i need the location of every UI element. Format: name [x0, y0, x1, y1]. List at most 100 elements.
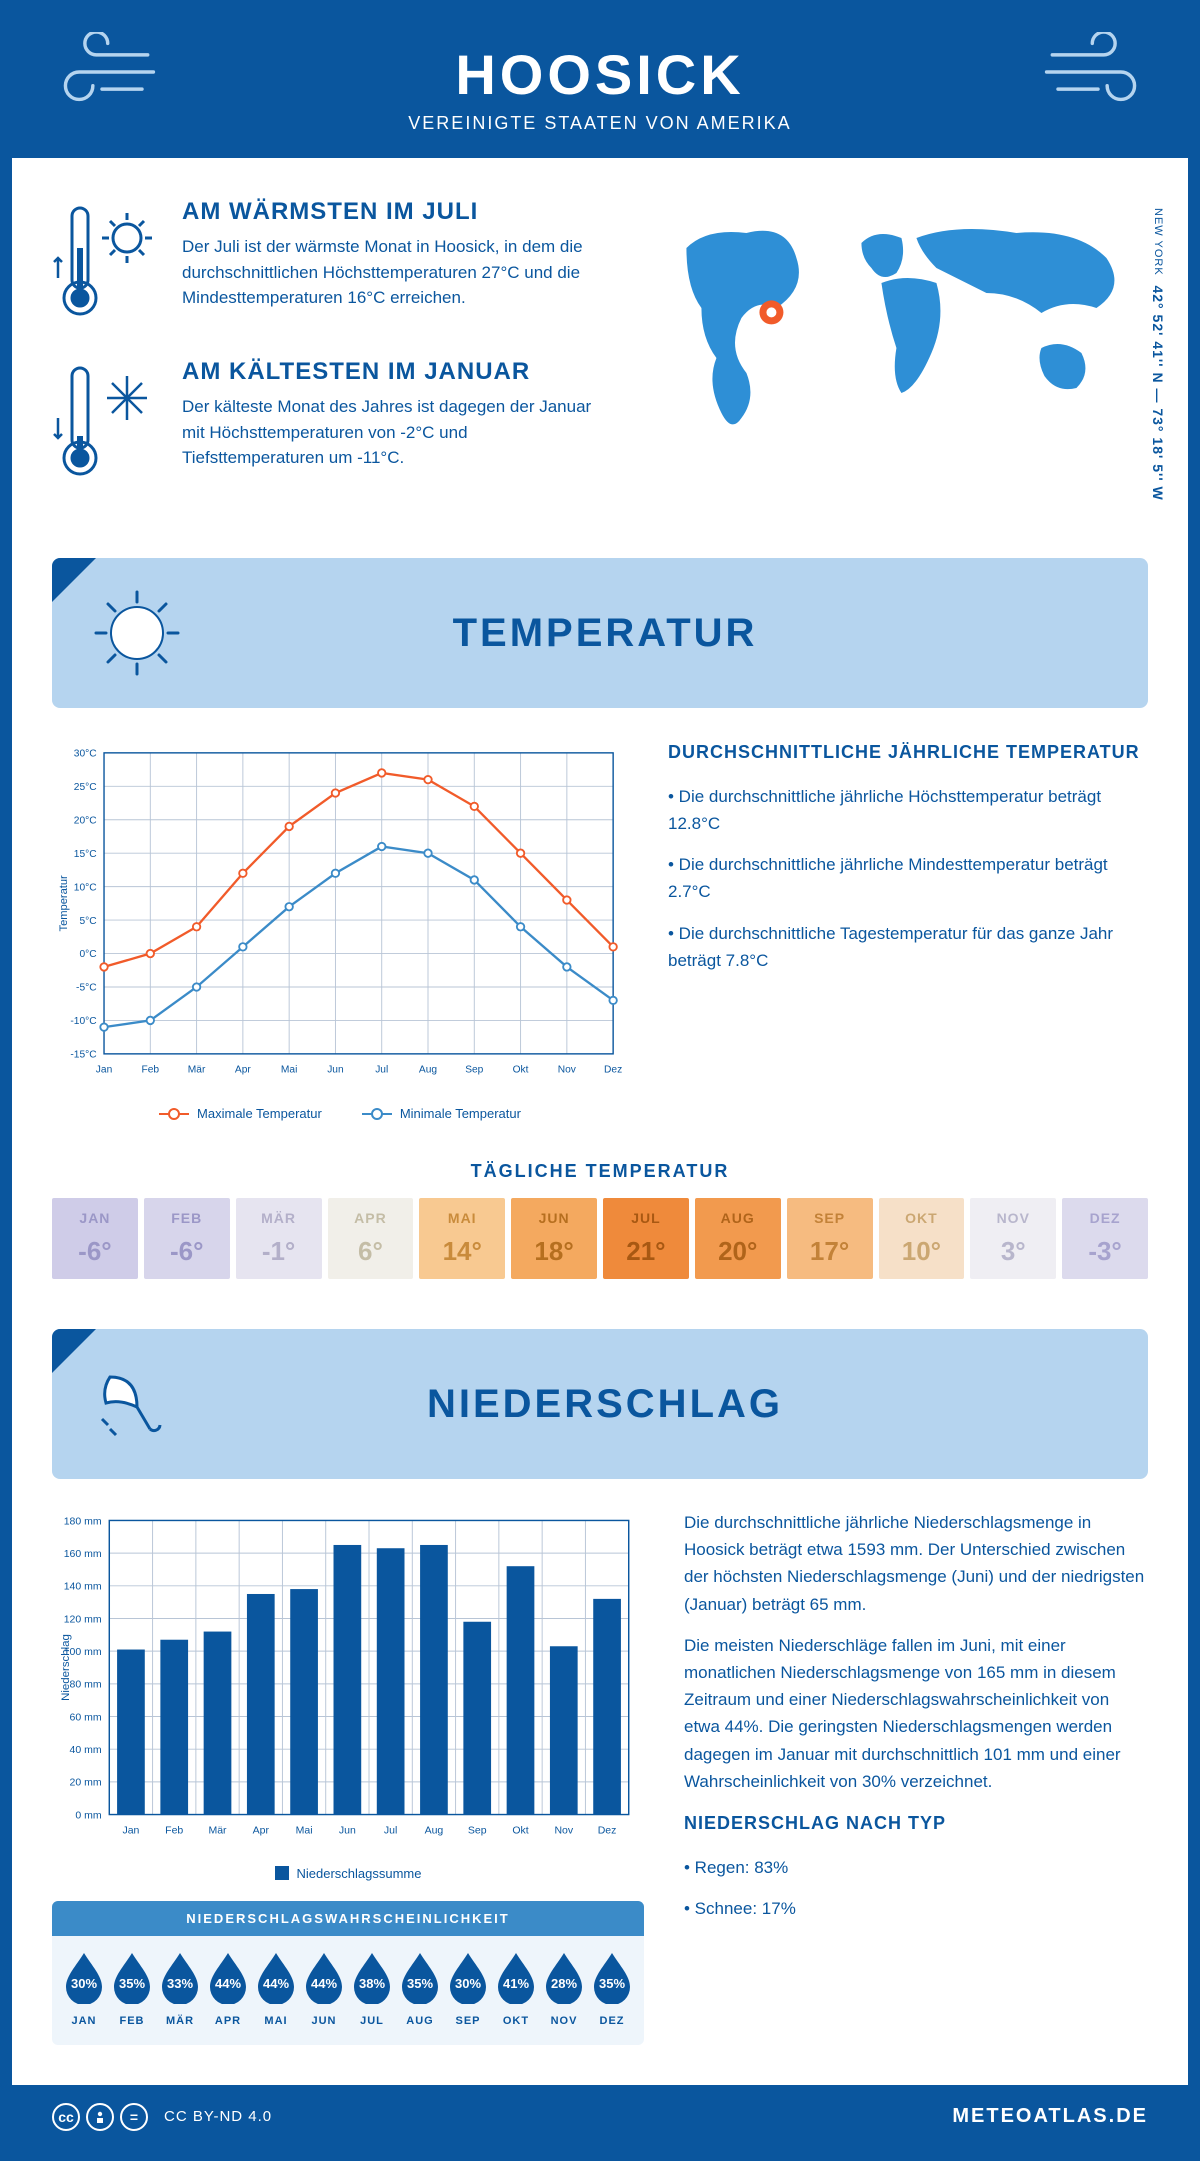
svg-text:Mär: Mär: [208, 1825, 227, 1837]
cold-title: AM KÄLTESTEN IM JANUAR: [182, 358, 605, 386]
cold-text: Der kälteste Monat des Jahres ist dagege…: [182, 394, 605, 471]
precip-prob-cell: 35% AUG: [398, 1950, 442, 2027]
svg-text:180 mm: 180 mm: [64, 1515, 102, 1527]
world-map-wrap: NEW YORK 42° 52' 41'' N — 73° 18' 5'' W: [645, 198, 1148, 518]
temp-bullet: • Die durchschnittliche Tagestemperatur …: [668, 920, 1148, 974]
precip-chart: 0 mm20 mm40 mm60 mm80 mm100 mm120 mm140 …: [52, 1509, 644, 2045]
svg-text:25°C: 25°C: [74, 782, 97, 793]
svg-text:160 mm: 160 mm: [64, 1548, 102, 1560]
svg-text:20°C: 20°C: [74, 815, 97, 826]
daily-temp-cell: JUL21°: [603, 1198, 689, 1279]
svg-text:38%: 38%: [359, 1976, 385, 1991]
svg-text:30%: 30%: [71, 1976, 97, 1991]
svg-text:41%: 41%: [503, 1976, 529, 1991]
svg-text:Okt: Okt: [513, 1064, 529, 1075]
daily-temp-cell: JUN18°: [511, 1198, 597, 1279]
wind-icon-left: [42, 32, 162, 112]
temperature-banner: TEMPERATUR: [52, 558, 1148, 708]
precip-prob-cell: 41% OKT: [494, 1950, 538, 2027]
svg-text:60 mm: 60 mm: [70, 1711, 102, 1723]
precip-prob-cell: 38% JUL: [350, 1950, 394, 2027]
page-subtitle: VEREINIGTE STAATEN VON AMERIKA: [32, 113, 1168, 134]
svg-text:Dez: Dez: [598, 1825, 617, 1837]
license-text: CC BY-ND 4.0: [164, 2108, 272, 2125]
temperature-legend: #leg-max::after{border-color:#f15b2a}Max…: [52, 1106, 628, 1121]
header: HOOSICK VEREINIGTE STAATEN VON AMERIKA: [12, 12, 1188, 158]
svg-text:35%: 35%: [407, 1976, 433, 1991]
thermometer-hot-icon: [52, 198, 162, 328]
svg-text:44%: 44%: [311, 1976, 337, 1991]
svg-text:Dez: Dez: [604, 1064, 622, 1075]
svg-text:5°C: 5°C: [79, 916, 96, 927]
svg-text:33%: 33%: [167, 1976, 193, 1991]
svg-text:Mär: Mär: [188, 1064, 206, 1075]
daily-temp-cell: AUG20°: [695, 1198, 781, 1279]
svg-text:140 mm: 140 mm: [64, 1581, 102, 1593]
warm-title: AM WÄRMSTEN IM JULI: [182, 198, 605, 226]
svg-text:28%: 28%: [551, 1976, 577, 1991]
precip-prob-cell: 35% DEZ: [590, 1950, 634, 2027]
page-title: HOOSICK: [32, 42, 1168, 107]
svg-text:Jun: Jun: [327, 1064, 344, 1075]
daily-temp-title: TÄGLICHE TEMPERATUR: [52, 1161, 1148, 1182]
daily-temp-cell: FEB-6°: [144, 1198, 230, 1279]
svg-text:Apr: Apr: [253, 1825, 270, 1837]
daily-temp-cell: MAI14°: [419, 1198, 505, 1279]
footer-brand: METEOATLAS.DE: [952, 2105, 1148, 2128]
temp-summary: AM WÄRMSTEN IM JULI Der Juli ist der wär…: [52, 198, 605, 518]
precip-prob-cell: 30% SEP: [446, 1950, 490, 2027]
precip-prob-cell: 28% NOV: [542, 1950, 586, 2027]
map-marker-icon: [760, 300, 784, 324]
svg-text:Jan: Jan: [122, 1825, 139, 1837]
svg-text:40 mm: 40 mm: [70, 1744, 102, 1756]
temperature-side-text: DURCHSCHNITTLICHE JÄHRLICHE TEMPERATUR •…: [668, 738, 1148, 1121]
svg-text:10°C: 10°C: [74, 882, 97, 893]
svg-text:Okt: Okt: [512, 1825, 528, 1837]
wind-icon-right: [1038, 32, 1158, 112]
svg-text:120 mm: 120 mm: [64, 1613, 102, 1625]
content: AM WÄRMSTEN IM JULI Der Juli ist der wär…: [12, 158, 1188, 2045]
daily-temp-cell: APR6°: [328, 1198, 414, 1279]
svg-text:44%: 44%: [263, 1976, 289, 1991]
svg-text:-5°C: -5°C: [76, 983, 97, 994]
daily-temp-cell: JAN-6°: [52, 1198, 138, 1279]
precip-prob-cell: 30% JAN: [62, 1950, 106, 2027]
svg-text:Feb: Feb: [165, 1825, 183, 1837]
svg-text:Nov: Nov: [558, 1064, 577, 1075]
svg-text:Jul: Jul: [384, 1825, 397, 1837]
svg-text:-15°C: -15°C: [70, 1050, 96, 1061]
precip-prob-cell: 44% APR: [206, 1950, 250, 2027]
temp-bullet: • Die durchschnittliche jährliche Höchst…: [668, 783, 1148, 837]
footer: cc = CC BY-ND 4.0 METEOATLAS.DE: [12, 2085, 1188, 2149]
svg-text:Aug: Aug: [419, 1064, 437, 1075]
svg-text:35%: 35%: [599, 1976, 625, 1991]
daily-temp-cell: OKT10°: [879, 1198, 965, 1279]
daily-temp-cell: DEZ-3°: [1062, 1198, 1148, 1279]
page-frame: HOOSICK VEREINIGTE STAATEN VON AMERIKA A…: [0, 0, 1200, 2161]
precip-prob-cell: 44% JUN: [302, 1950, 346, 2027]
daily-temp-cell: MÄR-1°: [236, 1198, 322, 1279]
precip-heading: NIEDERSCHLAG: [222, 1382, 988, 1427]
thermometer-cold-icon: [52, 358, 162, 488]
svg-text:Niederschlag: Niederschlag: [60, 1634, 72, 1701]
warm-text: Der Juli ist der wärmste Monat in Hoosic…: [182, 234, 605, 311]
svg-text:Nov: Nov: [554, 1825, 573, 1837]
precip-type-line: • Schnee: 17%: [684, 1895, 1148, 1922]
svg-text:Temperatur: Temperatur: [58, 875, 70, 932]
svg-text:35%: 35%: [119, 1976, 145, 1991]
by-icon: [86, 2103, 114, 2131]
svg-text:15°C: 15°C: [74, 849, 97, 860]
temperature-heading: TEMPERATUR: [222, 611, 988, 656]
cc-icon: cc: [52, 2103, 80, 2131]
svg-text:Aug: Aug: [425, 1825, 444, 1837]
svg-text:80 mm: 80 mm: [70, 1679, 102, 1691]
svg-text:0°C: 0°C: [79, 949, 96, 960]
precip-probability-box: NIEDERSCHLAGSWAHRSCHEINLICHKEIT 30% JAN …: [52, 1901, 644, 2045]
precip-prob-cell: 44% MAI: [254, 1950, 298, 2027]
umbrella-icon: [92, 1359, 182, 1449]
world-map-icon: [645, 198, 1148, 458]
svg-text:44%: 44%: [215, 1976, 241, 1991]
precip-side-text: Die durchschnittliche jährliche Niedersc…: [684, 1509, 1148, 2045]
svg-text:20 mm: 20 mm: [70, 1777, 102, 1789]
precip-banner: NIEDERSCHLAG: [52, 1329, 1148, 1479]
